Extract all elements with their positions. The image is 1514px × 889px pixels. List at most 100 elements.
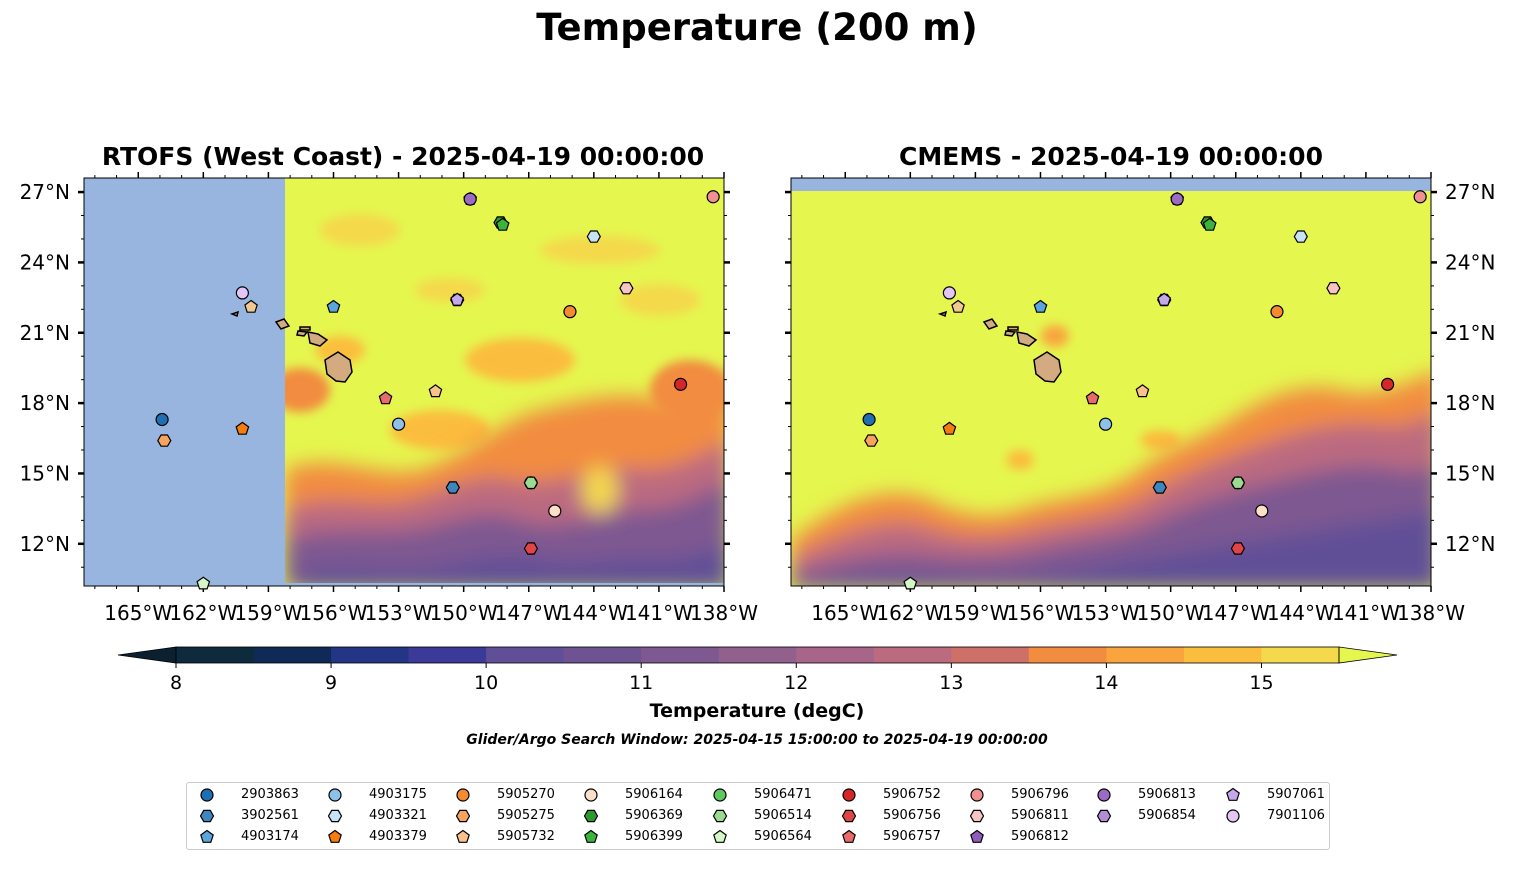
float-marker-5907061 bbox=[450, 292, 465, 306]
float-marker-2903863 bbox=[155, 412, 169, 427]
hawaiian-islands-right bbox=[937, 310, 1062, 383]
y-tick-label: 21°N bbox=[1445, 321, 1495, 345]
float-marker-5906514 bbox=[523, 476, 539, 490]
float-marker-5906752 bbox=[1381, 377, 1395, 391]
x-tick-label: 141°W bbox=[1332, 601, 1400, 625]
legend-marker-icon bbox=[200, 829, 214, 843]
hawaiian-islands-left bbox=[229, 310, 353, 383]
x-tick-label: 150°W bbox=[1137, 601, 1205, 625]
float-marker-5906757 bbox=[378, 391, 393, 405]
float-marker-4903321 bbox=[586, 230, 601, 243]
colorbar-bin bbox=[176, 647, 255, 663]
colorbar-bin bbox=[796, 647, 875, 663]
legend-marker-icon bbox=[713, 829, 727, 843]
y-tick-label: 12°N bbox=[1445, 532, 1495, 556]
legend-marker-icon bbox=[1226, 787, 1240, 801]
legend-marker-icon bbox=[328, 829, 342, 843]
float-marker-5905732 bbox=[428, 384, 443, 398]
legend-label: 3902561 bbox=[241, 808, 299, 823]
legend-label: 2903863 bbox=[241, 787, 299, 802]
colorbar-bin bbox=[1183, 647, 1262, 663]
x-tick-label: 159°W bbox=[234, 601, 302, 625]
cmems-warm-patches bbox=[1006, 325, 1180, 470]
x-tick-label: 162°W bbox=[169, 601, 237, 625]
x-tick-label: 141°W bbox=[625, 601, 693, 625]
legend-marker-icon bbox=[584, 829, 598, 843]
legend-marker-icon bbox=[841, 809, 857, 823]
legend-label: 5905732 bbox=[497, 829, 555, 844]
cmems-cool-field bbox=[791, 373, 1431, 586]
colorbar-bin bbox=[486, 647, 565, 663]
colorbar-bin bbox=[718, 647, 797, 663]
x-tick-label: 147°W bbox=[495, 601, 563, 625]
colorbar-tick-label: 9 bbox=[325, 672, 337, 694]
float-marker-5905270 bbox=[1270, 305, 1284, 319]
float-marker-3902561 bbox=[445, 481, 460, 494]
float-marker-5906811 bbox=[1326, 282, 1341, 295]
legend-marker-icon bbox=[327, 809, 343, 823]
legend-marker-icon bbox=[1096, 809, 1112, 823]
float-marker-7901106 bbox=[235, 286, 249, 300]
legend-marker-icon bbox=[1097, 788, 1111, 802]
legend-marker-4903321 bbox=[327, 809, 343, 823]
colorbar-label: Temperature (degC) bbox=[649, 700, 865, 722]
legend-marker-5906757 bbox=[842, 829, 856, 843]
float-marker-5906564 bbox=[196, 576, 211, 590]
legend-marker-5906752 bbox=[842, 788, 856, 802]
x-tick-label: 144°W bbox=[560, 601, 628, 625]
float-marker-5905732b bbox=[244, 299, 258, 313]
y-tick-label: 18°N bbox=[1445, 391, 1495, 415]
legend-marker-icon bbox=[328, 788, 342, 802]
colorbar-bin bbox=[563, 647, 642, 663]
legend-marker-icon bbox=[584, 788, 598, 802]
legend-marker-icon bbox=[969, 809, 985, 823]
legend-marker-5906399 bbox=[584, 829, 598, 843]
float-marker-5905732 bbox=[1135, 384, 1150, 398]
y-tick-label: 24°N bbox=[1445, 250, 1495, 274]
legend-marker-icon bbox=[199, 809, 215, 823]
x-tick-label: 159°W bbox=[941, 601, 1009, 625]
x-tick-label: 153°W bbox=[365, 601, 433, 625]
x-tick-label: 165°W bbox=[104, 601, 172, 625]
legend-marker-icon bbox=[583, 809, 599, 823]
float-marker-5906813 bbox=[463, 192, 477, 206]
legend-label: 5906796 bbox=[1011, 787, 1069, 802]
legend-label: 4903175 bbox=[369, 787, 427, 802]
colorbar-bin bbox=[1028, 647, 1107, 663]
search-window-note: Glider/Argo Search Window: 2025-04-15 15… bbox=[466, 732, 1048, 748]
x-tick-label: 138°W bbox=[1397, 601, 1465, 625]
float-markers bbox=[155, 190, 1427, 590]
y-tick-label: 12°N bbox=[20, 532, 70, 556]
legend-marker-5906564 bbox=[713, 829, 727, 843]
no-data-region bbox=[84, 178, 285, 586]
colorbar-extend-high bbox=[1338, 646, 1398, 664]
float-marker-7901106 bbox=[942, 286, 956, 300]
colorbar: 8 9 10 11 12 13 14 15 bbox=[117, 646, 1398, 694]
legend-marker-icon bbox=[842, 788, 856, 802]
float-marker-4903175 bbox=[391, 417, 406, 431]
rtofs-cool-field bbox=[285, 373, 724, 586]
legend-marker-5905275 bbox=[455, 809, 471, 823]
float-marker-5905275 bbox=[864, 434, 879, 447]
float-marker-5906756 bbox=[523, 542, 539, 555]
legend-marker-3902561 bbox=[199, 809, 215, 823]
x-tick-label: 165°W bbox=[811, 601, 879, 625]
colorbar-bin bbox=[408, 647, 487, 663]
colorbar-bin bbox=[641, 647, 720, 663]
legend-label: 5906471 bbox=[754, 787, 812, 802]
legend-marker-icon bbox=[712, 809, 728, 823]
right-panel-title: CMEMS - 2025-04-19 00:00:00 bbox=[899, 142, 1323, 171]
colorbar-tick-label: 14 bbox=[1094, 672, 1118, 694]
float-marker-5906757 bbox=[1085, 391, 1100, 405]
x-tick-label: 144°W bbox=[1267, 601, 1335, 625]
legend-label: 5906756 bbox=[883, 808, 941, 823]
legend-label: 5906813 bbox=[1138, 787, 1196, 802]
colorbar-tick-label: 13 bbox=[939, 672, 963, 694]
colorbar-tick-label: 15 bbox=[1249, 672, 1273, 694]
legend-marker-5906854 bbox=[1096, 809, 1112, 823]
float-marker-5906756 bbox=[1230, 542, 1246, 555]
legend-label: 5906812 bbox=[1011, 829, 1069, 844]
float-marker-4903174 bbox=[326, 299, 341, 313]
legend-marker-icon bbox=[456, 788, 470, 802]
colorbar-bin bbox=[331, 647, 410, 663]
